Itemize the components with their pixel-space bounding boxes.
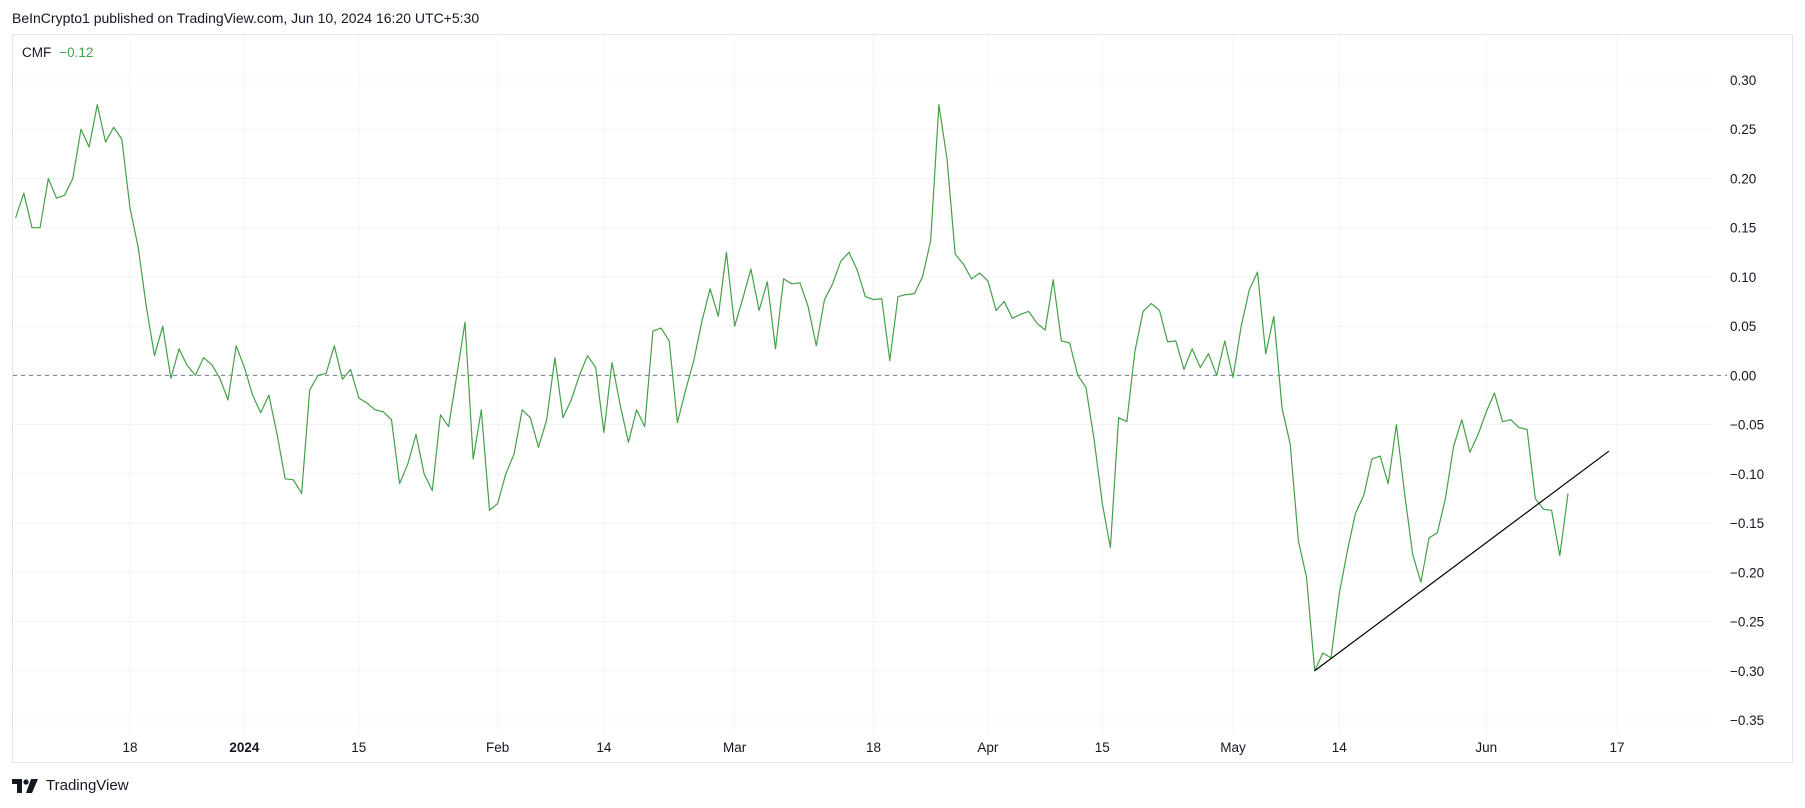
y-tick-label: −0.10 (1730, 467, 1764, 482)
y-tick-label: 0.10 (1730, 270, 1756, 285)
y-tick-label: 0.25 (1730, 122, 1756, 137)
publisher-line: BeInCrypto1 published on TradingView.com… (12, 10, 480, 26)
grid-layer (13, 35, 1712, 733)
x-axis: 18 2024 15 Feb 14 Mar 18 Apr 15 May 14 Jun 17 (122, 740, 1624, 755)
x-tick-label: 14 (596, 740, 612, 755)
x-tick-label: Feb (486, 740, 509, 755)
tradingview-logo-icon (12, 778, 40, 793)
series-layer (15, 103, 1569, 672)
cmf-series-line (15, 103, 1569, 672)
x-tick-label: 2024 (229, 740, 260, 755)
x-tick-label: Mar (723, 740, 747, 755)
indicator-name: CMF (22, 45, 52, 60)
y-tick-label: −0.05 (1730, 418, 1764, 433)
y-tick-label: 0.05 (1730, 319, 1756, 334)
x-tick-label: Apr (977, 740, 999, 755)
footer-brand-label: TradingView (46, 777, 129, 794)
trendline (1314, 450, 1610, 672)
footer-brand[interactable]: TradingView (12, 777, 129, 794)
y-tick-label: −0.25 (1730, 615, 1764, 630)
x-tick-label: 15 (351, 740, 366, 755)
x-tick-label: 17 (1609, 740, 1624, 755)
x-tick-label: May (1220, 740, 1246, 755)
y-tick-label: −0.35 (1730, 713, 1764, 728)
indicator-value: −0.12 (59, 45, 94, 60)
x-tick-label: 18 (866, 740, 881, 755)
x-tick-label: Jun (1475, 740, 1497, 755)
y-tick-label: 0.15 (1730, 221, 1756, 236)
x-tick-label: 18 (122, 740, 137, 755)
y-axis: 0.30 0.25 0.20 0.15 0.10 0.05 0.00 −0.05 −0.10 −0… (1730, 73, 1764, 728)
x-tick-label: 14 (1332, 740, 1348, 755)
y-tick-label: 0.00 (1730, 368, 1756, 383)
y-tick-label: 0.30 (1730, 73, 1756, 88)
trendline-layer (1314, 450, 1610, 672)
chart-frame (12, 34, 1793, 763)
y-tick-label: −0.20 (1730, 565, 1764, 580)
y-tick-label: −0.30 (1730, 664, 1764, 679)
y-tick-label: 0.20 (1730, 171, 1756, 186)
indicator-legend[interactable]: CMF −0.12 (22, 45, 93, 60)
x-tick-label: 15 (1095, 740, 1110, 755)
y-tick-label: −0.15 (1730, 516, 1764, 531)
